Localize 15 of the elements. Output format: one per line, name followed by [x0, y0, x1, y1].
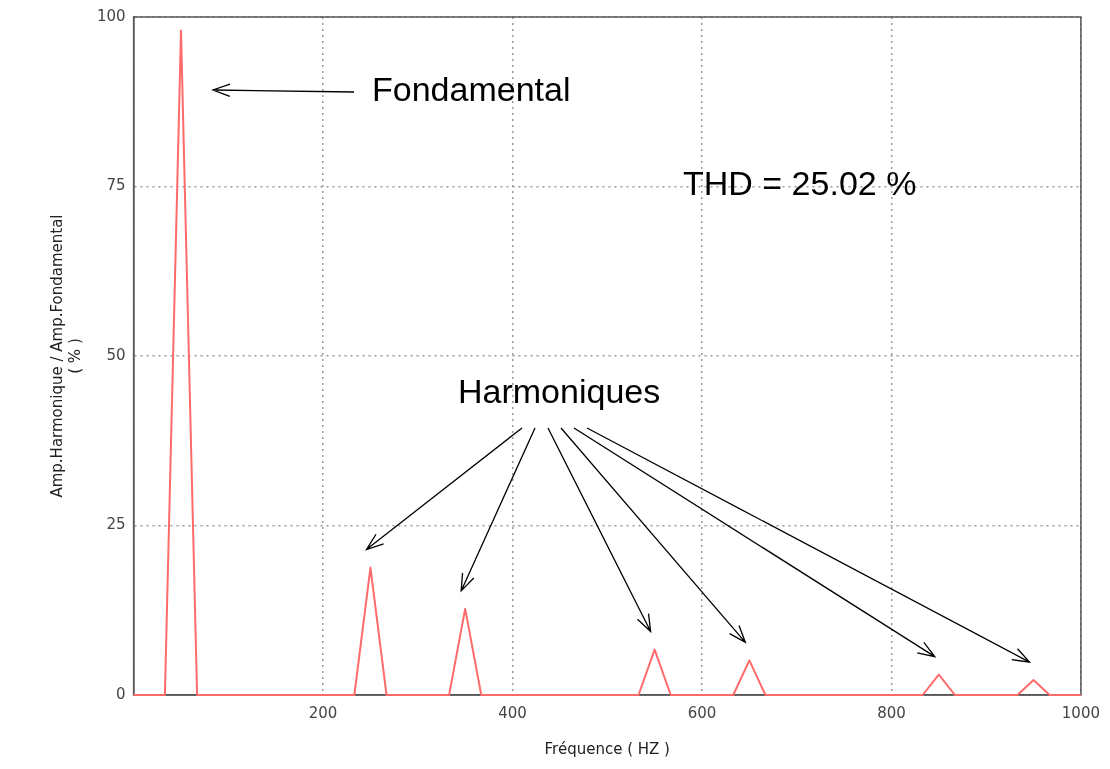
x-tick-label: 1000 — [1061, 703, 1101, 722]
x-tick-label: 200 — [308, 703, 338, 722]
y-tick-label: 25 — [106, 515, 126, 534]
y-tick-label: 100 — [96, 6, 126, 25]
y-tick-label: 0 — [116, 684, 126, 703]
x-axis-title: Fréquence ( HZ ) — [544, 739, 670, 758]
x-tick-label: 800 — [877, 703, 906, 722]
annotation: THD = 25.02 % — [683, 164, 917, 203]
annotation: Harmoniques — [458, 372, 661, 411]
y-tick-label: 75 — [106, 176, 126, 195]
y-axis-title: Amp.Harmonique / Amp.Fondamental ( % ) — [47, 214, 84, 498]
x-tick-label: 400 — [498, 703, 527, 722]
x-tick-label: 600 — [687, 703, 717, 722]
y-tick-label: 50 — [106, 345, 126, 364]
annotation: Fondamental — [372, 70, 571, 109]
